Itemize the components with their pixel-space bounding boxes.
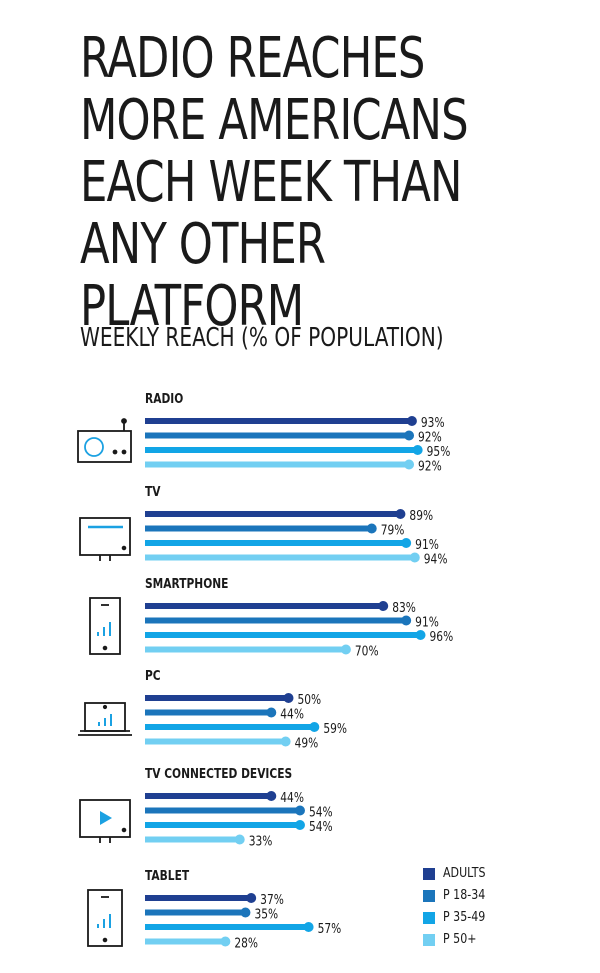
tablet-icon bbox=[87, 889, 123, 947]
value-label: 95% bbox=[427, 444, 451, 459]
bar-end-dot bbox=[246, 893, 257, 903]
bar-end-dot bbox=[395, 509, 406, 519]
value-label: 91% bbox=[415, 537, 439, 552]
value-label: 33% bbox=[249, 833, 273, 848]
legend-swatch-p35-49 bbox=[423, 912, 435, 924]
bar-end-dot bbox=[404, 459, 415, 470]
bar-end-dot bbox=[266, 707, 277, 718]
value-label: 57% bbox=[318, 921, 342, 936]
value-label: 49% bbox=[295, 735, 319, 750]
legend-swatch-p18-34 bbox=[423, 890, 435, 902]
chart-plot: RADIO93%92%95%92%TV89%79%91%94%SMARTPHON… bbox=[77, 391, 454, 951]
radio-icon bbox=[77, 418, 132, 463]
category-group-tablet: TABLET 37%35% 57% 28% bbox=[87, 868, 342, 951]
bar-end-dot bbox=[240, 907, 251, 918]
value-label: 91% bbox=[415, 614, 439, 629]
bar-end-dot bbox=[401, 538, 412, 548]
legend-label-p50: P 50+ bbox=[443, 932, 477, 947]
bar-end-dot bbox=[309, 722, 320, 732]
bar-end-dot bbox=[340, 644, 351, 655]
value-label: 92% bbox=[418, 429, 442, 444]
bar-end-dot bbox=[234, 834, 245, 845]
value-label: 89% bbox=[409, 508, 433, 523]
bar-end-dot bbox=[220, 936, 231, 947]
legend-label-adults: ADULTS bbox=[443, 866, 486, 881]
bar-end-dot bbox=[283, 693, 294, 703]
value-label: 35% bbox=[254, 906, 278, 921]
bar-end-dot bbox=[294, 805, 305, 816]
legend-label-p18-34: P 18-34 bbox=[443, 888, 486, 903]
value-label: 79% bbox=[381, 522, 405, 537]
chart-subtitle: WEEKLY REACH (% OF POPULATION) bbox=[80, 323, 444, 353]
category-group-smartphone: SMARTPHONE 83%91%96% 70% bbox=[89, 576, 454, 659]
category-label: RADIO bbox=[145, 391, 183, 406]
bar-end-dot bbox=[294, 820, 305, 830]
category-label: PC bbox=[145, 668, 161, 683]
category-group-tv: TV 89% 79% 91%94% bbox=[79, 484, 448, 567]
bar-end-dot bbox=[406, 416, 417, 426]
tv-icon bbox=[79, 517, 131, 561]
value-label: 94% bbox=[424, 551, 448, 566]
value-label: 54% bbox=[309, 819, 333, 834]
bar-end-dot bbox=[378, 601, 389, 611]
legend-swatch-p50 bbox=[423, 934, 435, 946]
bar-end-dot bbox=[415, 630, 426, 640]
value-label: 59% bbox=[323, 721, 347, 736]
value-label: 70% bbox=[355, 643, 379, 658]
legend-swatch-adults bbox=[423, 868, 435, 880]
value-label: 92% bbox=[418, 458, 442, 473]
category-label: SMARTPHONE bbox=[145, 576, 228, 591]
bar-end-dot bbox=[280, 736, 291, 747]
category-group-pc: PC 50%44% 59% 49% bbox=[78, 668, 347, 751]
value-label: 44% bbox=[280, 706, 304, 721]
chart-title: RADIO REACHES MORE AMERICANS EACH WEEK T… bbox=[80, 26, 469, 339]
bar-end-dot bbox=[266, 791, 277, 801]
category-label: TABLET bbox=[145, 868, 190, 883]
value-label: 28% bbox=[234, 935, 258, 950]
smartphone-icon bbox=[89, 597, 121, 655]
category-label: TV bbox=[145, 484, 161, 499]
bar-end-dot bbox=[409, 552, 420, 563]
value-label: 44% bbox=[280, 790, 304, 805]
category-label: TV CONNECTED DEVICES bbox=[145, 766, 292, 781]
value-label: 54% bbox=[309, 804, 333, 819]
bar-end-dot bbox=[412, 445, 423, 455]
bar-end-dot bbox=[401, 615, 412, 626]
value-label: 96% bbox=[430, 629, 454, 644]
value-label: 83% bbox=[392, 600, 416, 615]
legend-label-p35-49: P 35-49 bbox=[443, 910, 486, 925]
value-label: 37% bbox=[260, 892, 284, 907]
bar-end-dot bbox=[303, 922, 314, 932]
bar-end-dot bbox=[404, 430, 415, 441]
value-label: 93% bbox=[421, 415, 445, 430]
value-label: 50% bbox=[298, 692, 322, 707]
tv-connected-device-icon bbox=[79, 799, 131, 843]
bar-end-dot bbox=[366, 523, 377, 534]
category-group-tv-connected-devices: TV CONNECTED DEVICES 44% 54%54% 33% bbox=[79, 766, 333, 849]
pc-icon bbox=[78, 702, 132, 736]
